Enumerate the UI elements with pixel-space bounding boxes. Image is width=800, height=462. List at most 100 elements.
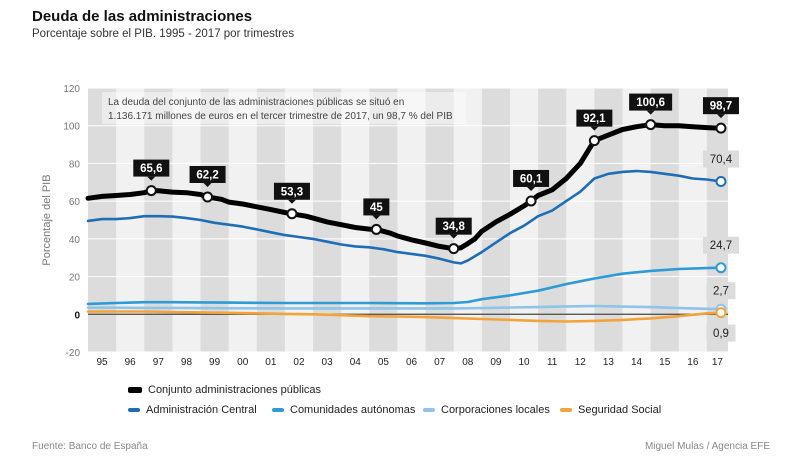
data-label-box: [435, 217, 472, 235]
data-label: 0,9: [706, 320, 736, 342]
data-label-pointer: [449, 234, 458, 239]
data-label-pointer: [716, 114, 725, 119]
x-tick-label: 96: [125, 357, 137, 368]
legend-label: Corporaciones locales: [441, 404, 550, 416]
data-label: 100,6: [629, 93, 673, 115]
y-tick-label: 40: [69, 235, 81, 246]
x-tick-label: 06: [406, 357, 418, 368]
data-label-text: 70,4: [710, 154, 733, 166]
series-line-2: [86, 266, 723, 306]
data-label-text: 100,6: [636, 97, 665, 109]
data-label: 92,1: [576, 109, 613, 131]
data-label-text: 62,2: [196, 169, 218, 181]
legend-swatch: [560, 408, 572, 412]
data-label-text: 45: [370, 202, 383, 214]
data-label-box: [576, 109, 613, 127]
data-label-pointer: [646, 110, 655, 115]
data-label-pointer: [716, 253, 725, 258]
x-tick-label: 15: [659, 357, 671, 368]
credit-note: Miguel Mulas / Agencia EFE: [644, 441, 770, 452]
x-tick-label: 13: [603, 357, 615, 368]
y-tick-label: -20: [66, 348, 81, 359]
x-tick-label: 95: [97, 357, 109, 368]
data-point-marker: [645, 119, 657, 131]
data-label-box: [706, 282, 736, 300]
data-point-marker: [145, 185, 157, 197]
legend-item-seguridad: Seguridad Social: [560, 404, 661, 416]
data-label-text: 65,6: [140, 163, 162, 175]
series-line-1: [86, 169, 723, 265]
data-label: 70,4: [702, 150, 739, 172]
x-tick-label: 10: [518, 357, 530, 368]
data-label-box: [702, 150, 739, 168]
data-point-marker: [202, 191, 214, 203]
data-label: 34,8: [435, 217, 472, 239]
series-line-4: [86, 310, 723, 323]
legend-swatch: [128, 387, 142, 393]
x-tick-label: 12: [575, 357, 587, 368]
data-label-text: 34,8: [443, 221, 466, 233]
annotation-line: La deuda del conjunto de las administrac…: [108, 97, 404, 108]
legend-label: Comunidades autónomas: [290, 404, 416, 416]
data-label-box: [133, 159, 170, 177]
x-tick-label: 98: [181, 357, 193, 368]
data-label: 2,7: [706, 282, 736, 304]
data-label-text: 53,3: [281, 186, 303, 198]
x-tick-label: 00: [237, 357, 249, 368]
data-point-marker: [525, 195, 537, 207]
data-label: 98,7: [702, 97, 739, 119]
legend-label: Seguridad Social: [578, 404, 662, 416]
data-label-pointer: [527, 186, 536, 191]
data-label-box: [363, 198, 390, 216]
chart-title: Deuda de las administraciones: [32, 8, 253, 25]
data-point-marker: [370, 223, 382, 235]
data-label-text: 2,7: [713, 286, 729, 298]
data-label-box: [702, 97, 739, 115]
data-point-marker: [286, 208, 298, 220]
legend-item-autonomas: Comunidades autónomas: [272, 404, 415, 416]
legend-swatch: [272, 408, 284, 412]
x-tick-label: 05: [378, 357, 390, 368]
legend-swatch: [128, 408, 140, 412]
data-point-marker: [715, 307, 727, 319]
data-point-marker: [715, 262, 727, 274]
data-label: 62,2: [189, 165, 226, 187]
data-label-box: [513, 169, 550, 187]
data-label-pointer: [147, 176, 156, 181]
x-tick-label: 14: [631, 357, 643, 368]
legend-item-conjunto: Conjunto administraciones públicas: [128, 384, 321, 396]
x-tick-label: 03: [322, 357, 334, 368]
x-tick-label: 09: [490, 357, 502, 368]
y-tick-label: 80: [69, 159, 81, 170]
y-tick-label: 0: [74, 310, 80, 321]
source-note: Fuente: Banco de España: [32, 441, 148, 452]
chart-subtitle: Porcentaje sobre el PIB. 1995 - 2017 por…: [32, 28, 295, 40]
x-tick-label: 02: [293, 357, 305, 368]
y-tick-label: 20: [69, 273, 81, 284]
data-label-pointer: [716, 299, 725, 304]
x-tick-label: 11: [547, 357, 558, 368]
year-band: [538, 88, 567, 352]
data-label-box: [629, 93, 673, 111]
y-tick-label: 60: [69, 197, 81, 208]
data-label-text: 60,1: [520, 173, 543, 185]
data-label: 24,7: [702, 236, 739, 258]
data-point-marker: [715, 122, 727, 134]
data-label-box: [189, 165, 226, 183]
data-label: 65,6: [133, 159, 170, 181]
data-label-box: [706, 324, 736, 342]
y-tick-label: 100: [63, 122, 80, 133]
data-point-marker: [715, 176, 727, 188]
data-label: 53,3: [273, 182, 310, 204]
data-label-pointer: [590, 126, 599, 131]
data-label-pointer: [716, 320, 725, 325]
y-axis-label: Porcentaje del PIB: [41, 174, 53, 265]
data-label-box: [273, 182, 310, 200]
series-line-3: [86, 304, 723, 311]
x-tick-label: 97: [153, 357, 165, 368]
data-label-pointer: [716, 167, 725, 172]
x-tick-label: 08: [462, 357, 474, 368]
legend-swatch: [423, 408, 435, 412]
year-band: [594, 88, 623, 352]
